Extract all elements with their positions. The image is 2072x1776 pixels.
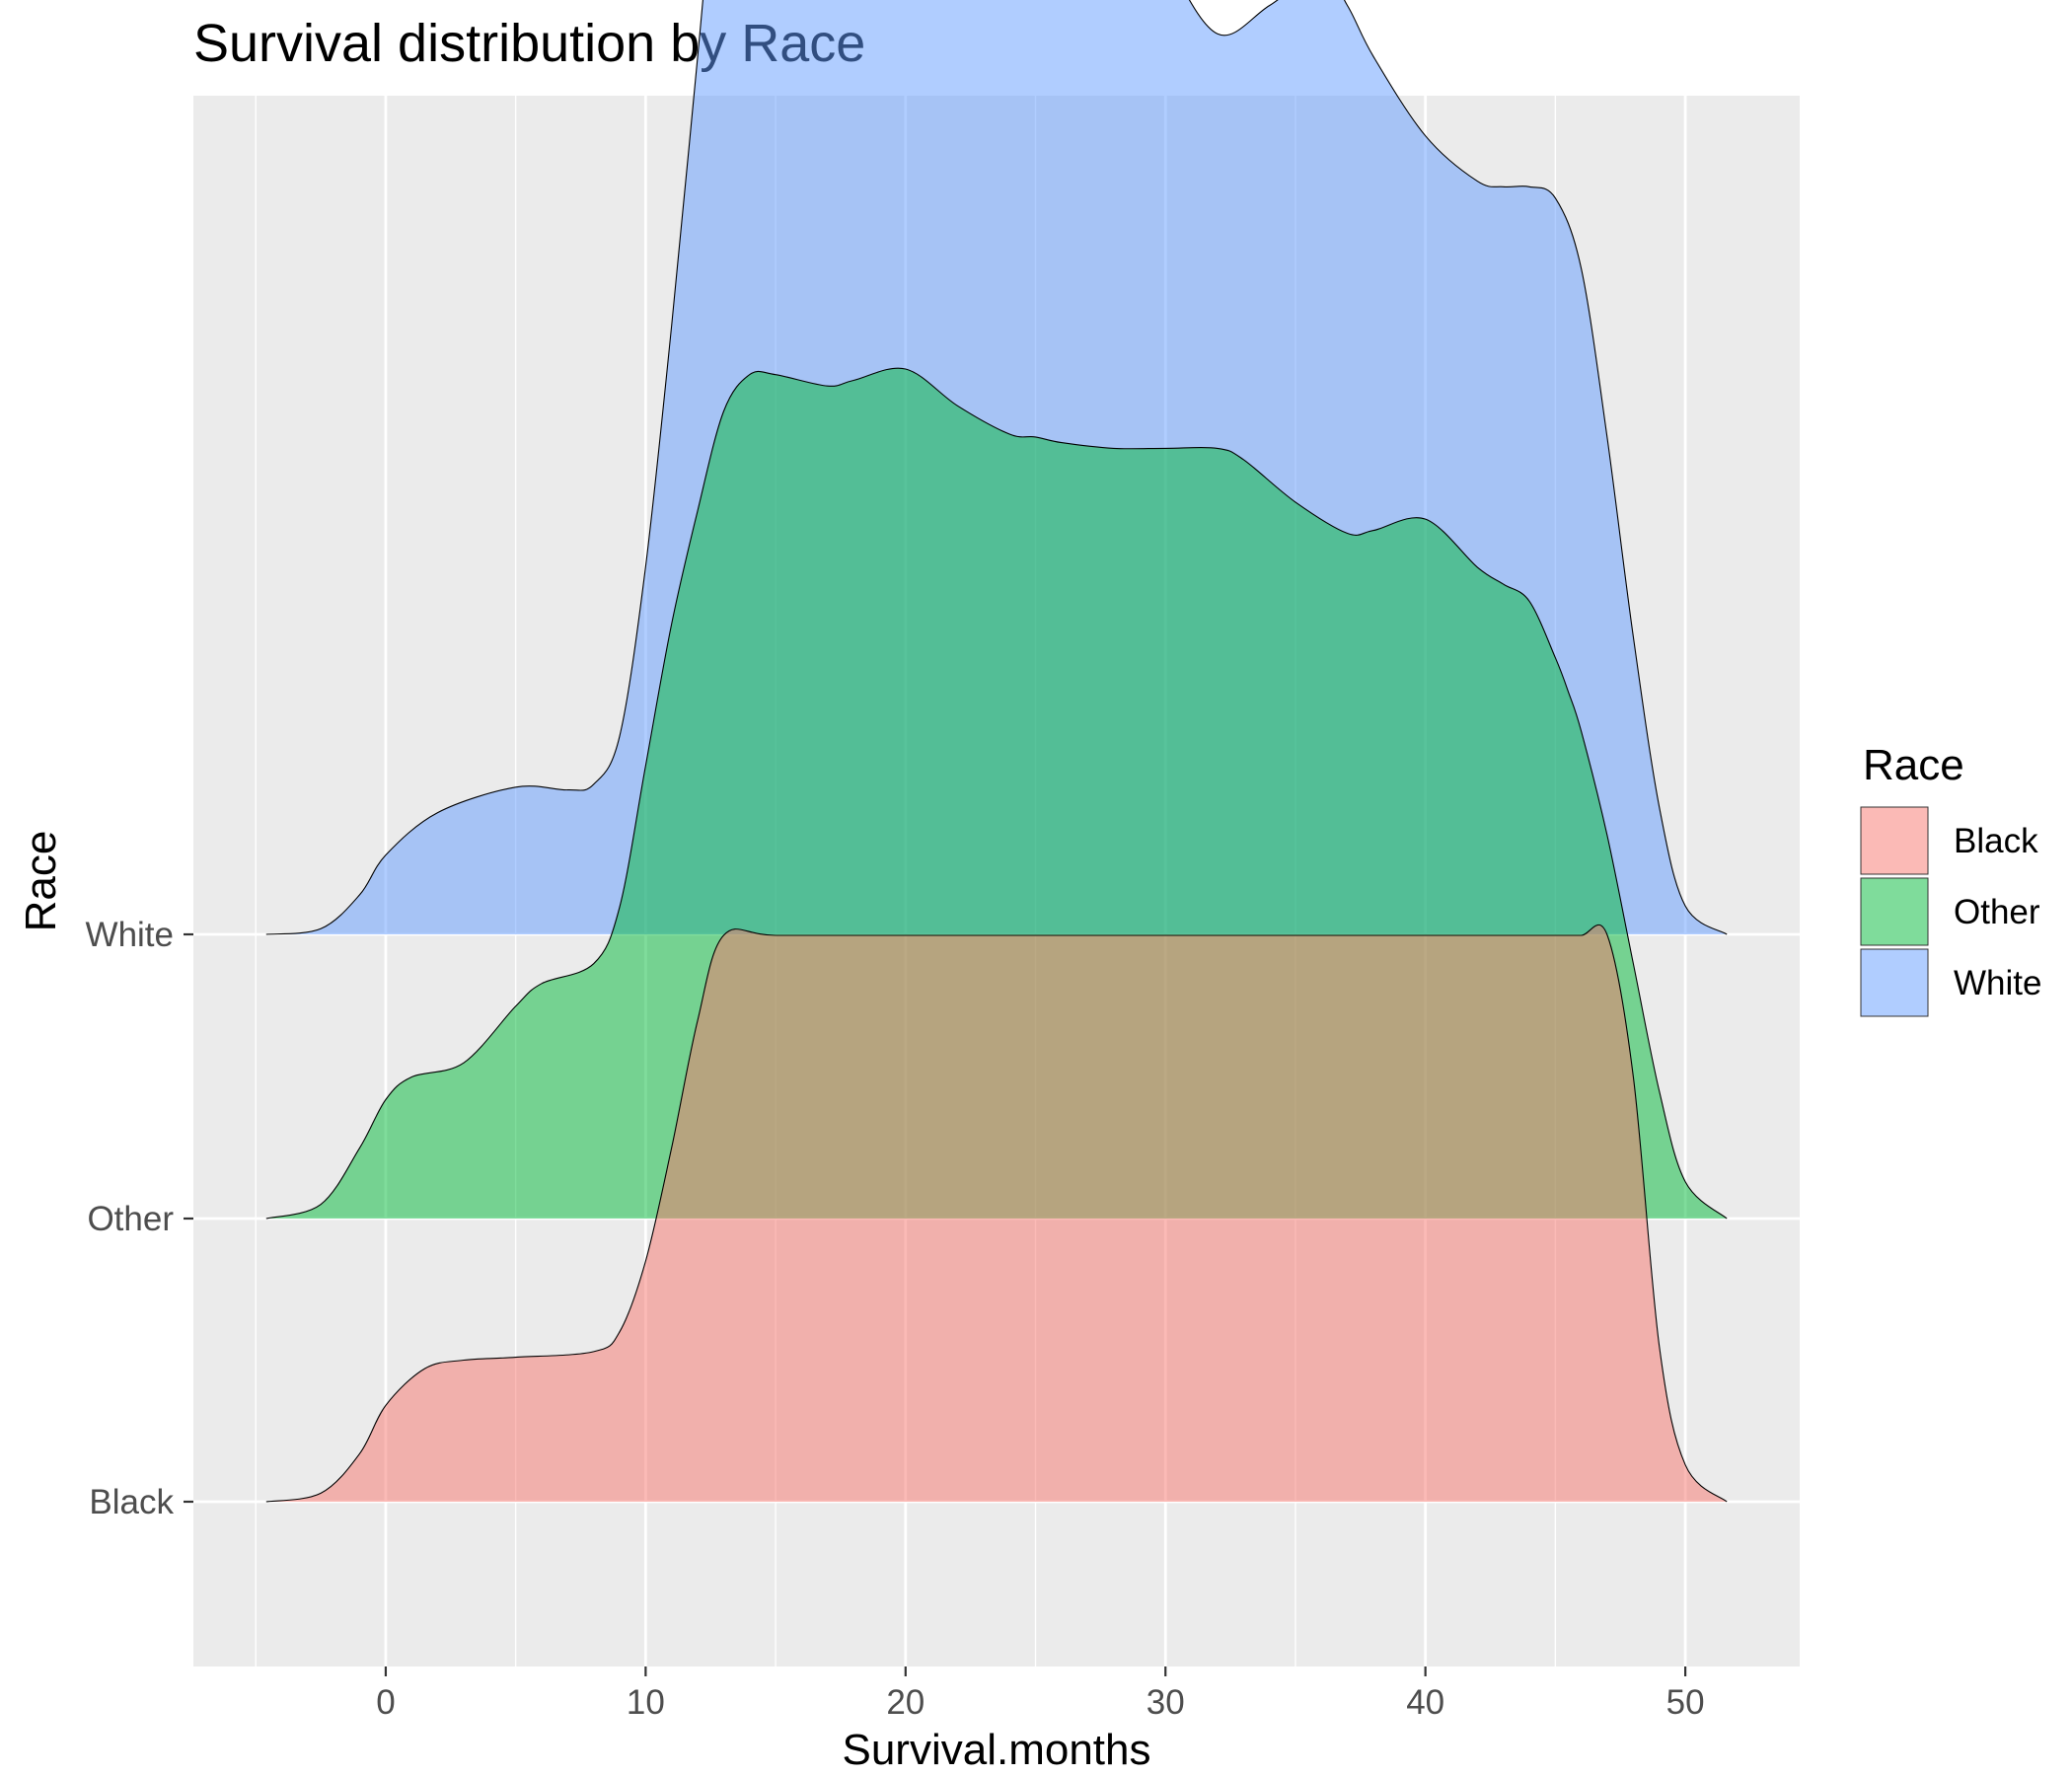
legend-swatch-black [1860,806,1929,875]
legend-title: Race [1863,741,1964,789]
legend-label-white: White [1954,964,2041,1002]
ridge-outline-black [265,924,1728,1503]
ridge-area-black [265,925,1728,1502]
y-axis-title: Race [17,831,65,932]
y-tick-label-black: Black [89,1483,174,1521]
legend-label-other: Other [1954,893,2040,931]
ridges [265,0,1728,1503]
x-tick-label-2: 20 [886,1683,925,1722]
legend-swatch-white [1860,948,1929,1017]
x-tick-label-5: 50 [1666,1683,1705,1722]
x-tick-label-3: 30 [1147,1683,1185,1722]
y-tick-label-white: White [86,916,174,954]
y-tick-label-other: Other [87,1200,174,1238]
x-axis: 0 10 20 30 40 50 [376,1666,1705,1722]
legend-swatch-other [1860,877,1929,946]
y-axis: Black Other White [86,916,193,1521]
x-tick-label-4: 40 [1406,1683,1444,1722]
x-axis-title: Survival.months [842,1726,1150,1774]
legend-label-black: Black [1954,822,2038,860]
legend: Race Black Other White [1860,741,2041,1017]
x-tick-label-1: 10 [627,1683,665,1722]
x-tick-label-0: 0 [376,1683,395,1722]
ridge-outline-white [265,0,1728,935]
ridge-outline-other [265,367,1728,1220]
